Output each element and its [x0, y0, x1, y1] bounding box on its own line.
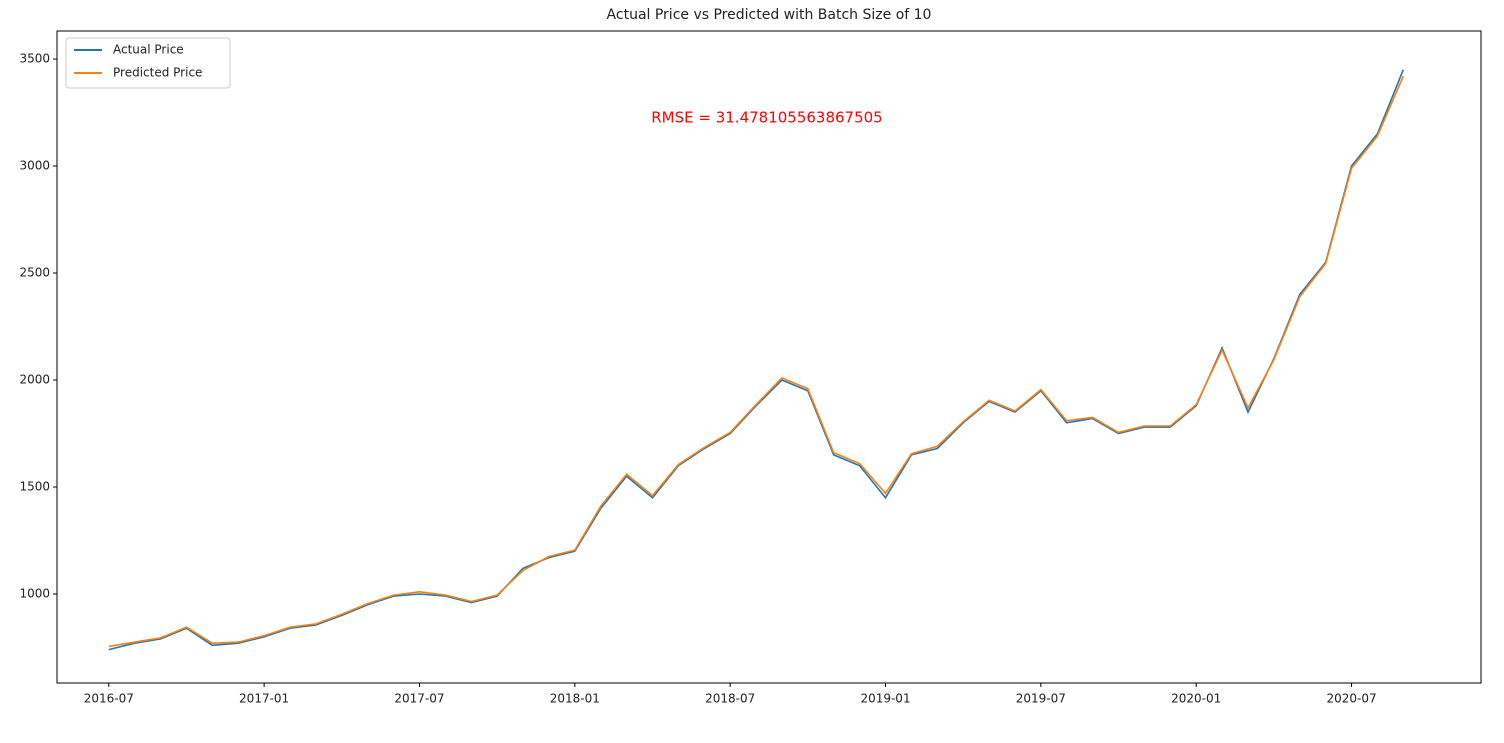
x-tick-label: 2018-07 — [705, 692, 755, 706]
x-tick-label: 2017-07 — [394, 692, 444, 706]
y-tick-label: 2000 — [19, 373, 50, 387]
y-tick-label: 3000 — [19, 159, 50, 173]
y-tick-label: 3500 — [19, 52, 50, 66]
x-tick-label: 2018-01 — [550, 692, 600, 706]
legend-label: Actual Price — [113, 43, 184, 57]
x-tick-label: 2016-07 — [84, 692, 134, 706]
x-tick-label: 2020-07 — [1326, 692, 1376, 706]
plot-area — [56, 30, 1482, 684]
legend-box — [65, 37, 231, 89]
legend-label: Predicted Price — [113, 66, 202, 80]
x-tick-label: 2019-07 — [1016, 692, 1066, 706]
line-series — [108, 75, 1405, 648]
x-tick-label: 2019-01 — [860, 692, 910, 706]
y-tick-label: 2500 — [19, 266, 50, 280]
x-tick-label: 2017-01 — [239, 692, 289, 706]
y-tick-label: 1500 — [19, 479, 50, 493]
x-tick-label: 2020-01 — [1171, 692, 1221, 706]
chart-title: Actual Price vs Predicted with Batch Siz… — [607, 7, 932, 23]
y-tick-label: 1000 — [19, 586, 50, 600]
annotation: RMSE = 31.478105563867505 — [651, 109, 882, 127]
line-series — [108, 69, 1405, 651]
